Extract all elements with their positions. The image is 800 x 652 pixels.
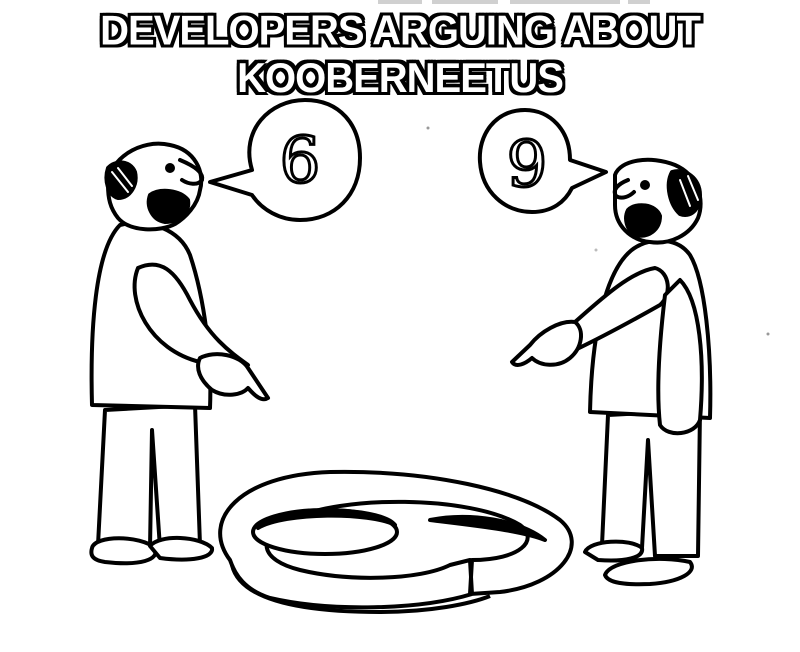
man-left-illustration xyxy=(89,141,270,566)
top-strip xyxy=(628,0,650,4)
top-strip xyxy=(510,0,620,4)
floor-number-six-illustration xyxy=(218,469,574,614)
speck xyxy=(766,332,770,336)
speech-bubble-icon xyxy=(208,98,362,222)
bubble-left-text: 6 xyxy=(280,124,321,198)
speck xyxy=(594,248,598,252)
top-strip xyxy=(378,0,422,4)
speech-bubble-right: 9 xyxy=(477,108,608,214)
speech-bubble-icon xyxy=(477,108,608,214)
man-right-illustration xyxy=(510,157,713,587)
meme-caption: DEVELOPERS ARGUING ABOUT KOOBERNEETUS xyxy=(100,7,701,102)
speech-bubble-left: 6 xyxy=(208,98,362,222)
top-strip xyxy=(432,0,498,4)
speck xyxy=(426,126,430,130)
bubble-right-text: 9 xyxy=(507,128,548,202)
